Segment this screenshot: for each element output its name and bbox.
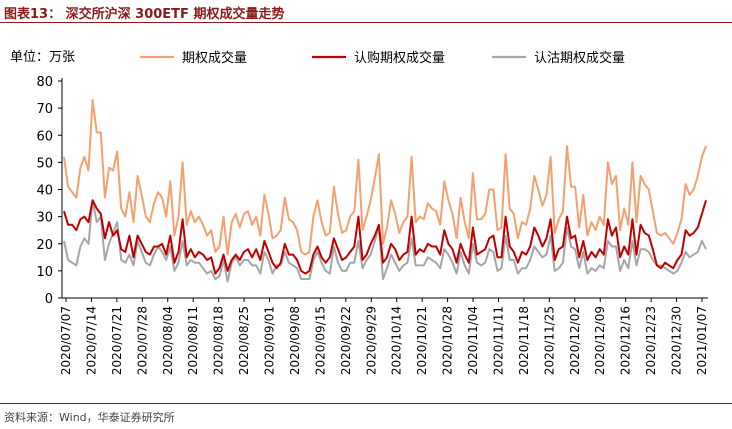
y-tick-label: 80 <box>36 75 53 90</box>
x-tick-label: 2020/11/18 <box>517 306 531 375</box>
x-tick-label: 2020/12/02 <box>568 306 582 375</box>
figure-footer-rule <box>0 403 732 404</box>
x-tick-label: 2021/01/07 <box>695 306 709 375</box>
x-tick-label: 2020/11/25 <box>542 306 556 375</box>
x-tick-label: 2020/09/22 <box>339 306 353 375</box>
y-tick-label: 60 <box>36 129 53 144</box>
figure-title-text: 深交所沪深 300ETF 期权成交量走势 <box>65 7 285 22</box>
y-tick-label: 10 <box>36 265 53 280</box>
legend-label-2: 认沽期权成交量 <box>534 50 625 66</box>
x-tick-label: 2020/07/21 <box>110 306 124 375</box>
unit-label: 单位：万张 <box>10 50 75 65</box>
x-tick-label: 2020/09/08 <box>288 306 302 375</box>
x-tick-label: 2020/08/04 <box>161 306 175 375</box>
series-line-0 <box>63 99 707 256</box>
y-tick-label: 30 <box>36 211 53 226</box>
series-line-2 <box>63 199 707 283</box>
x-tick-label: 2020/07/07 <box>59 306 73 375</box>
x-tick-label: 2020/07/28 <box>135 306 149 375</box>
line-chart: 单位：万张 0 10 20 30 40 50 60 70 80 2020/07/07 2020/07/… <box>10 50 709 375</box>
legend-label-0: 期权成交量 <box>182 50 247 66</box>
y-tick-label: 0 <box>45 292 53 307</box>
x-tick-label: 2020/12/30 <box>670 306 684 375</box>
x-tick-label: 2020/11/11 <box>491 306 505 375</box>
x-tick-label: 2020/08/11 <box>186 306 200 375</box>
figure-label: 图表13： <box>4 7 62 22</box>
x-tick-label: 2020/12/16 <box>619 306 633 375</box>
figure-header: 图表13： 深交所沪深 300ETF 期权成交量走势 <box>0 0 732 23</box>
x-tick-label: 2020/12/09 <box>593 306 607 375</box>
x-tick-label: 2020/09/15 <box>313 306 327 375</box>
y-tick-label: 20 <box>36 238 53 253</box>
x-tick-label: 2020/08/25 <box>237 306 251 375</box>
x-tick-label: 2020/08/18 <box>212 306 226 375</box>
figure-title: 图表13： 深交所沪深 300ETF 期权成交量走势 <box>4 3 284 22</box>
y-tick-label: 40 <box>36 184 53 199</box>
x-tick-label: 2020/11/04 <box>466 306 480 375</box>
source-note: 资料来源：Wind，华泰证券研究所 <box>4 411 175 424</box>
y-tick-label: 70 <box>36 102 53 117</box>
series-line-1 <box>63 199 707 275</box>
x-tick-label: 2020/10/21 <box>415 306 429 375</box>
y-tick-label: 50 <box>36 156 53 171</box>
x-tick-label: 2020/12/23 <box>644 306 658 375</box>
x-tick-label: 2020/09/29 <box>364 306 378 375</box>
x-tick-label: 2020/09/01 <box>263 306 277 375</box>
legend-label-1: 认购期权成交量 <box>354 50 445 66</box>
x-tick-label: 2020/10/14 <box>390 306 404 375</box>
x-tick-label: 2020/07/14 <box>84 306 98 375</box>
x-tick-label: 2020/10/28 <box>441 306 455 375</box>
